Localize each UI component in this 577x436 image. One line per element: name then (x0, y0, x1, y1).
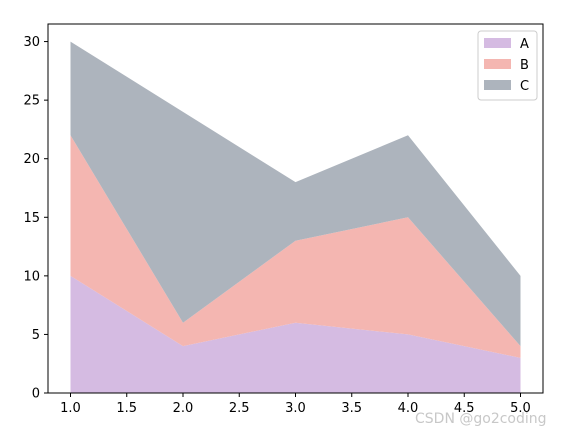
legend-label-B: B (520, 58, 529, 73)
x-tick-label: 1.0 (60, 401, 81, 416)
x-tick-label: 4.0 (398, 401, 419, 416)
x-tick-label: 1.5 (116, 401, 137, 416)
area-layers (70, 41, 521, 393)
x-tick-label: 3.0 (285, 401, 306, 416)
legend-swatch-A (484, 38, 511, 48)
area-series-A (70, 275, 521, 393)
watermark: CSDN @go2coding (415, 411, 547, 427)
x-tick-label: 5.0 (510, 401, 531, 416)
y-tick-label: 0 (32, 387, 40, 402)
y-axis: 0 5 10 15 20 25 30 (23, 35, 48, 402)
y-tick-label: 15 (23, 211, 40, 226)
x-tick-label: 2.5 (229, 401, 250, 416)
x-tick-label: 4.5 (454, 401, 475, 416)
y-tick-label: 20 (23, 152, 40, 167)
area-series-C (70, 41, 521, 347)
x-tick-label: 3.5 (341, 401, 362, 416)
y-tick-label: 10 (23, 269, 40, 284)
y-tick-label: 5 (32, 328, 40, 343)
legend-swatch-B (484, 59, 511, 69)
legend-swatch-C (484, 80, 511, 90)
y-tick-label: 30 (23, 35, 40, 50)
legend-label-A: A (520, 37, 529, 52)
legend: ABC (477, 30, 538, 101)
x-tick-label: 2.0 (173, 401, 194, 416)
legend-label-C: C (520, 79, 529, 94)
x-axis: 1.0 1.5 2.0 2.5 3.0 3.5 4.0 4.5 5.0 (60, 393, 531, 416)
y-tick-label: 25 (23, 94, 40, 109)
area-series-B (70, 135, 521, 358)
